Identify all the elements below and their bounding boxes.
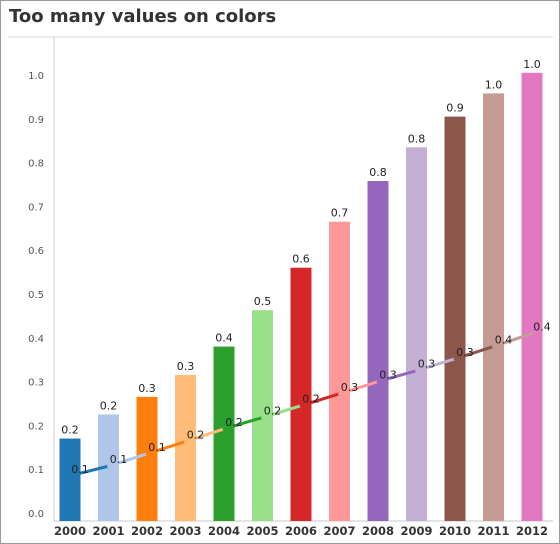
trend-value-label: 0.1	[71, 463, 89, 476]
bar-value-label: 1.0	[523, 58, 541, 71]
trend-value-label: 0.4	[495, 334, 513, 347]
trend-line-segment	[145, 440, 187, 456]
bar	[98, 414, 119, 521]
y-tick-label: 0.6	[28, 246, 44, 257]
trend-line-segment	[453, 345, 495, 361]
y-tick-label: 1.0	[28, 71, 44, 82]
y-tick-label: 0.1	[28, 465, 44, 476]
trend-value-label: 0.2	[225, 416, 243, 429]
bar-value-label: 0.6	[292, 253, 310, 266]
y-tick-label: 0.7	[28, 202, 44, 213]
x-tick-label: 2005	[246, 524, 278, 538]
trend-line-segment	[107, 452, 149, 468]
bar	[367, 180, 389, 521]
trend-value-label: 0.2	[264, 405, 282, 418]
bar-value-label: 0.3	[138, 382, 156, 395]
x-tick-label: 2006	[285, 524, 317, 538]
trend-line-segment	[492, 331, 534, 349]
trend-value-label: 0.3	[379, 369, 397, 382]
trend-line-segment	[376, 369, 418, 384]
trend-value-label: 0.2	[187, 429, 205, 442]
trend-value-label: 0.3	[456, 346, 474, 359]
trend-value-label: 0.1	[148, 441, 166, 454]
bar-value-label: 0.3	[177, 360, 195, 373]
x-tick-label: 2011	[477, 524, 509, 538]
trend-line-segment	[415, 357, 457, 373]
trend-line-segment	[299, 392, 341, 408]
trend-line-segment	[68, 464, 110, 478]
y-tick-label: 0.2	[28, 421, 44, 432]
bar-value-label: 1.0	[485, 78, 503, 91]
bar	[175, 375, 196, 521]
bar-value-label: 0.5	[254, 295, 272, 308]
x-tick-label: 2008	[362, 524, 394, 538]
y-tick-label: 0.0	[28, 509, 44, 520]
x-tick-label: 2007	[323, 524, 355, 538]
x-tick-label: 2009	[400, 524, 432, 538]
bar	[252, 310, 273, 521]
x-tick-label: 2010	[439, 524, 471, 538]
x-tick-label: 2003	[169, 524, 201, 538]
trend-value-label: 0.1	[110, 453, 128, 466]
trend-value-label: 0.2	[302, 393, 320, 406]
bar	[59, 438, 81, 521]
bar-value-label: 0.4	[215, 332, 233, 345]
bar-value-label: 0.2	[100, 399, 118, 412]
trend-value-label: 0.3	[341, 381, 359, 394]
x-tick-label: 2001	[92, 524, 124, 538]
bar	[406, 147, 427, 521]
x-tick-label: 2012	[516, 524, 548, 538]
bar-value-label: 0.9	[446, 102, 464, 115]
bar-value-label: 0.7	[331, 207, 349, 220]
trend-line-segment	[261, 404, 303, 420]
y-tick-label: 0.4	[28, 334, 44, 345]
x-tick-label: 2000	[54, 524, 86, 538]
y-tick-label: 0.3	[28, 378, 44, 389]
trend-value-label: 0.4	[533, 320, 551, 333]
x-tick-label: 2002	[131, 524, 163, 538]
x-tick-label: 2004	[208, 524, 240, 538]
bar-value-label: 0.8	[369, 166, 387, 179]
bar	[329, 221, 350, 522]
chart-title: Too many values on colors	[9, 6, 277, 27]
trend-line-segment	[338, 380, 380, 396]
bar	[213, 346, 235, 521]
bar-value-label: 0.8	[408, 132, 426, 145]
y-tick-label: 0.8	[28, 159, 44, 170]
bar	[521, 72, 543, 521]
trend-line-segment	[222, 416, 264, 431]
bar	[290, 267, 312, 521]
bar	[444, 116, 466, 522]
y-tick-label: 0.9	[28, 115, 44, 126]
bar	[483, 93, 504, 522]
bar-value-label: 0.2	[61, 424, 79, 437]
trend-line-segment	[184, 427, 226, 444]
trend-value-label: 0.3	[418, 358, 436, 371]
bar	[136, 396, 158, 521]
y-tick-label: 0.5	[28, 290, 44, 301]
